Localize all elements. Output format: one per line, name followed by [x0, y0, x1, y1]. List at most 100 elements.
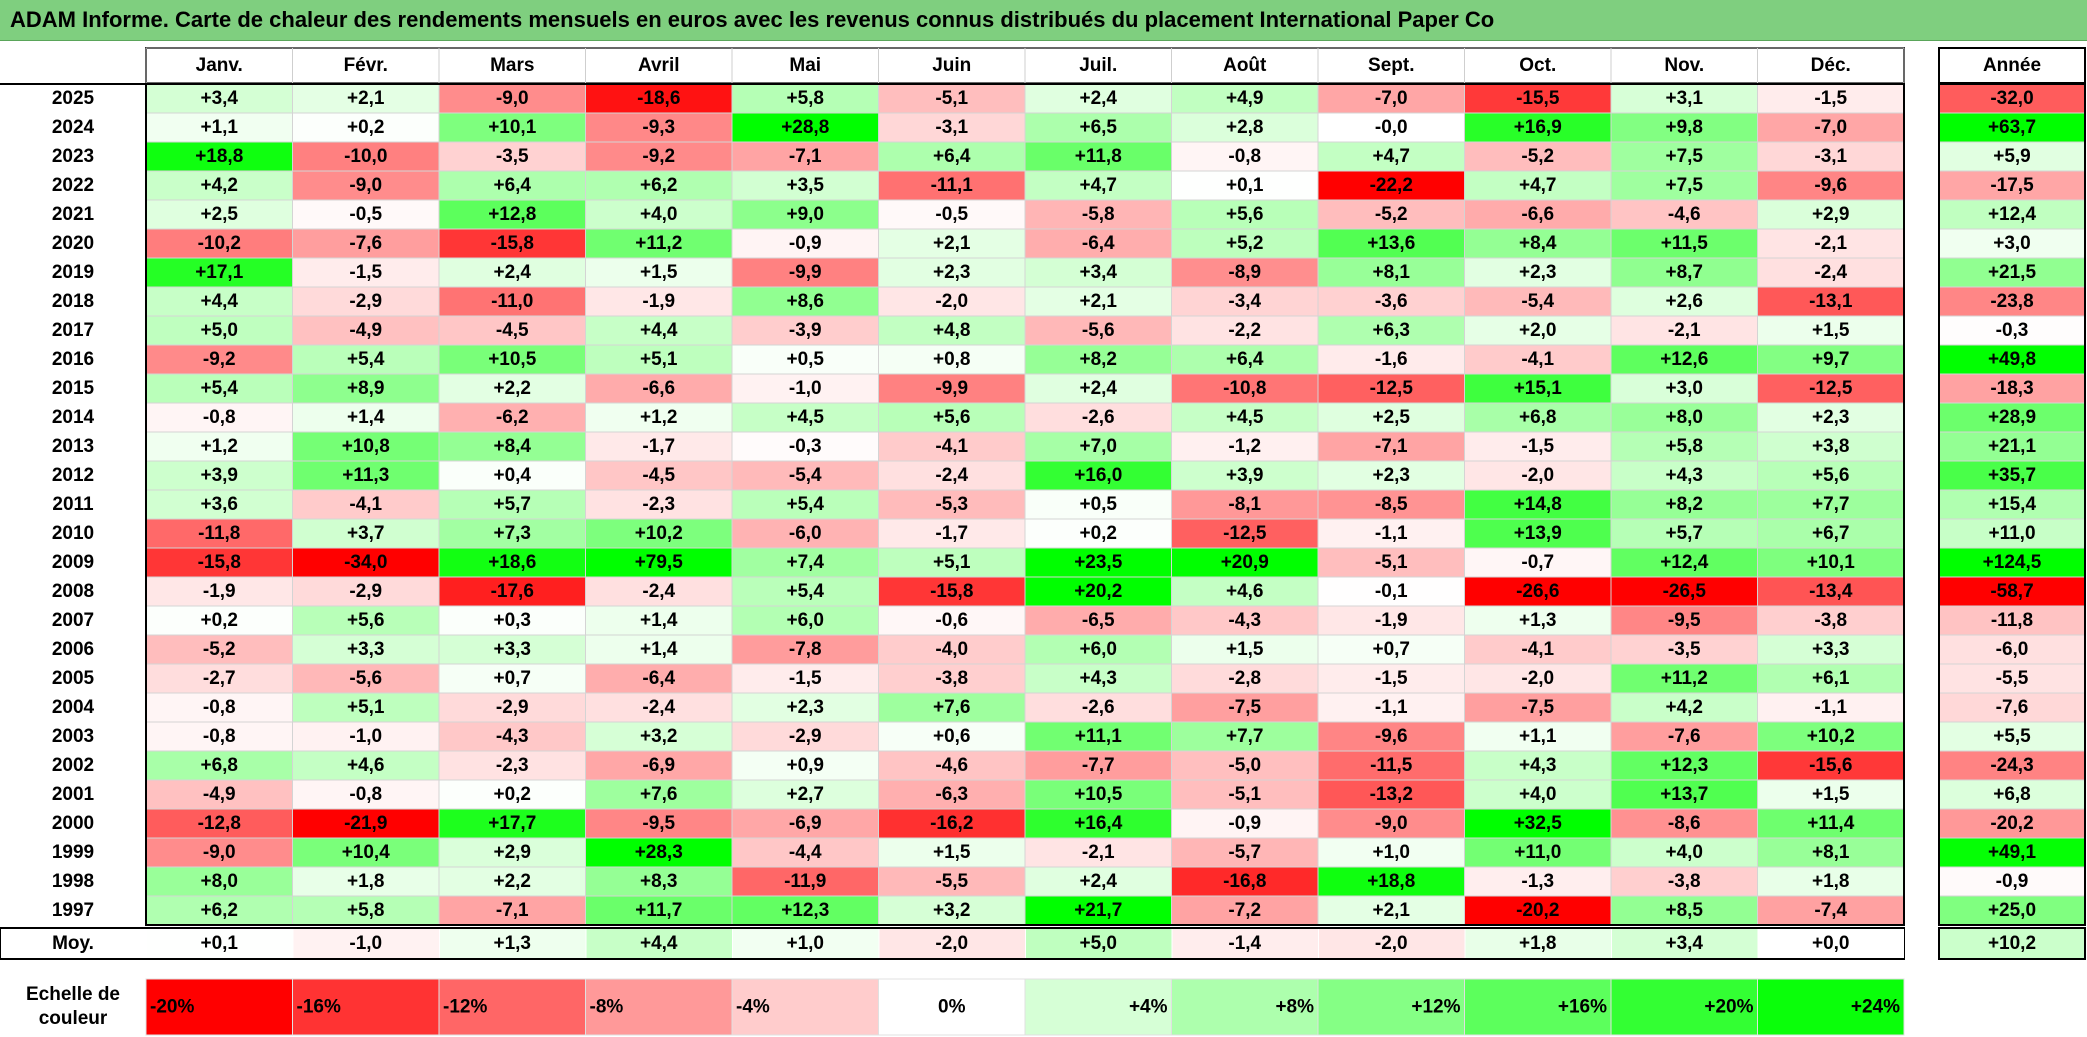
heatmap-cell — [145, 228, 293, 259]
cell-value: +20,2 — [1074, 581, 1122, 602]
cell-value: +9,7 — [1812, 349, 1850, 370]
heatmap-cell — [145, 895, 293, 926]
cell-value: -1,9 — [642, 291, 675, 312]
average-cell — [1612, 929, 1758, 958]
heatmap-cell — [1464, 83, 1612, 114]
cell-value: +3,3 — [347, 639, 385, 660]
heatmap-cell — [145, 808, 293, 839]
heatmap-cell — [1757, 257, 1905, 288]
year-label: 2008 — [52, 581, 94, 602]
heatmap-cell — [1171, 605, 1319, 636]
heatmap-cell — [145, 750, 293, 781]
heatmap-cell — [438, 866, 586, 897]
cell-value: -0,1 — [1375, 581, 1408, 602]
heatmap-cell — [145, 866, 293, 897]
annual-cell — [1938, 692, 2086, 723]
heatmap-cell — [145, 315, 293, 346]
cell-value: +3,7 — [347, 523, 385, 544]
cell-value: -4,6 — [1668, 204, 1701, 225]
cell-value: -12,8 — [198, 813, 241, 834]
heatmap-cell — [1171, 663, 1319, 694]
heatmap-cell — [585, 750, 733, 781]
cell-value: -5,1 — [1375, 552, 1408, 573]
heatmap-cell — [1317, 721, 1465, 752]
cell-value: +2,6 — [1665, 291, 1703, 312]
cell-value: +4,6 — [1226, 581, 1264, 602]
year-label: 2014 — [52, 407, 95, 428]
heatmap-cell — [585, 228, 733, 259]
cell-value: -7,5 — [1521, 697, 1554, 718]
heatmap-cell — [1464, 779, 1612, 810]
heatmap-cell — [878, 605, 1026, 636]
cell-value: -15,6 — [1809, 755, 1852, 776]
cell-value: +5,4 — [786, 581, 824, 602]
cell-value: +28,3 — [635, 842, 683, 863]
heatmap-cell — [1171, 199, 1319, 230]
heatmap-cell — [585, 692, 733, 723]
heatmap-cell — [1171, 489, 1319, 520]
cell-value: +5,6 — [933, 407, 971, 428]
average-cell — [293, 929, 439, 958]
cell-value: -4,9 — [203, 784, 236, 805]
heatmap-cell — [1757, 315, 1905, 346]
color-scale-swatch — [438, 978, 586, 1036]
average-cell — [147, 929, 293, 958]
heatmap-cell — [145, 634, 293, 665]
heatmap-cell — [1610, 228, 1758, 259]
heatmap-cell — [292, 141, 440, 172]
month-header-label: Juil. — [1079, 55, 1117, 76]
cell-value: -2,6 — [1082, 697, 1115, 718]
cell-value: -3,5 — [496, 146, 529, 167]
cell-value: -2,9 — [349, 291, 382, 312]
heatmap-cell — [585, 315, 733, 346]
heatmap-cell — [1610, 634, 1758, 665]
cell-value: -5,5 — [935, 871, 968, 892]
cell-value: +7,7 — [1812, 494, 1850, 515]
heatmap-cell — [1171, 402, 1319, 433]
cell-value: +8,2 — [1665, 494, 1703, 515]
cell-value: +2,3 — [933, 262, 971, 283]
heatmap-cell — [1610, 576, 1758, 607]
cell-value: +4,7 — [1079, 175, 1117, 196]
heatmap-cell — [1171, 837, 1319, 868]
cell-value: -6,6 — [642, 378, 675, 399]
cell-value: +32,5 — [1514, 813, 1563, 834]
cell-value: +5,0 — [200, 320, 238, 341]
heatmap-cell — [292, 634, 440, 665]
heatmap-cell — [731, 547, 879, 578]
heatmap-cell — [1757, 228, 1905, 259]
month-header-label: Sept. — [1368, 55, 1414, 76]
cell-value: +4,3 — [1079, 668, 1117, 689]
cell-value: +3,6 — [200, 494, 238, 515]
cell-value: +3,3 — [1812, 639, 1850, 660]
average-value: +1,3 — [493, 933, 531, 954]
cell-value: -7,5 — [1228, 697, 1261, 718]
annual-cell — [1938, 83, 2086, 114]
heatmap-cell — [438, 547, 586, 578]
heatmap-cell — [1024, 634, 1172, 665]
cell-value: +7,5 — [1665, 175, 1703, 196]
color-scale-label: +24% — [1851, 997, 1900, 1018]
heatmap-cell — [1317, 286, 1465, 317]
cell-value: -0,5 — [349, 204, 382, 225]
cell-value: +8,9 — [347, 378, 385, 399]
cell-value: -2,8 — [1228, 668, 1261, 689]
average-cell — [879, 929, 1025, 958]
heatmap-cell — [145, 576, 293, 607]
heatmap-cell — [878, 286, 1026, 317]
annual-header-label: Année — [1983, 55, 2041, 76]
heatmap-cell — [1024, 837, 1172, 868]
heatmap-cell — [438, 344, 586, 375]
heatmap-cell — [1464, 431, 1612, 462]
heatmap-cell — [1171, 344, 1319, 375]
heatmap-cell — [731, 634, 879, 665]
cell-value: +1,4 — [640, 639, 678, 660]
heatmap-cell — [438, 373, 586, 404]
cell-value: -7,1 — [789, 146, 822, 167]
cell-value: +8,4 — [493, 436, 531, 457]
heatmap-cell — [292, 692, 440, 723]
color-scale-label: Echelle de couleur — [26, 984, 120, 1029]
heatmap-cell — [438, 460, 586, 491]
heatmap-cell — [1757, 344, 1905, 375]
average-value: +0,1 — [200, 933, 238, 954]
